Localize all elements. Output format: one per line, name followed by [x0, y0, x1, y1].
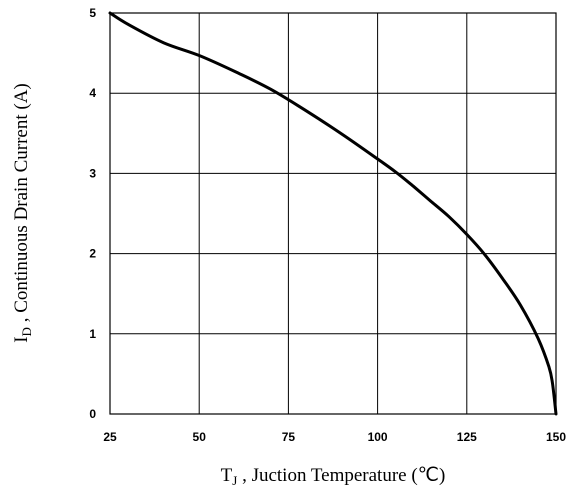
y-tick-label: 1 [89, 327, 96, 341]
y-axis-label-text: , Continuous Drain Current (A) [11, 83, 32, 327]
x-tick-label: 75 [282, 430, 296, 444]
y-tick-label: 5 [89, 6, 96, 20]
x-tick-label: 125 [457, 430, 477, 444]
y-tick-label: 2 [89, 247, 96, 261]
x-tick-label: 150 [546, 430, 566, 444]
x-tick-label: 50 [193, 430, 207, 444]
y-tick-label: 3 [89, 166, 96, 180]
y-tick-label: 4 [89, 86, 96, 100]
plot-background [110, 13, 556, 414]
x-axis-label-subscript: J [232, 473, 237, 488]
tick-labels: 25 50 75 100 125 150 0 1 2 3 4 5 [89, 6, 566, 444]
plot-frame [109, 12, 557, 415]
y-axis-label: ID , Continuous Drain Current (A) [11, 83, 34, 343]
y-axis-label-subscript: D [19, 327, 34, 336]
x-axis-label-text: , Juction Temperature (℃) [237, 465, 445, 486]
y-tick-label: 0 [89, 407, 96, 421]
series-line [108, 11, 558, 416]
x-axis-label-main: T [221, 465, 233, 486]
x-axis-label: TJ , Juction Temperature (℃) [221, 465, 446, 488]
x-tick-label: 25 [103, 430, 117, 444]
y-axis-label-main: I [11, 336, 32, 342]
x-tick-label: 100 [368, 430, 388, 444]
